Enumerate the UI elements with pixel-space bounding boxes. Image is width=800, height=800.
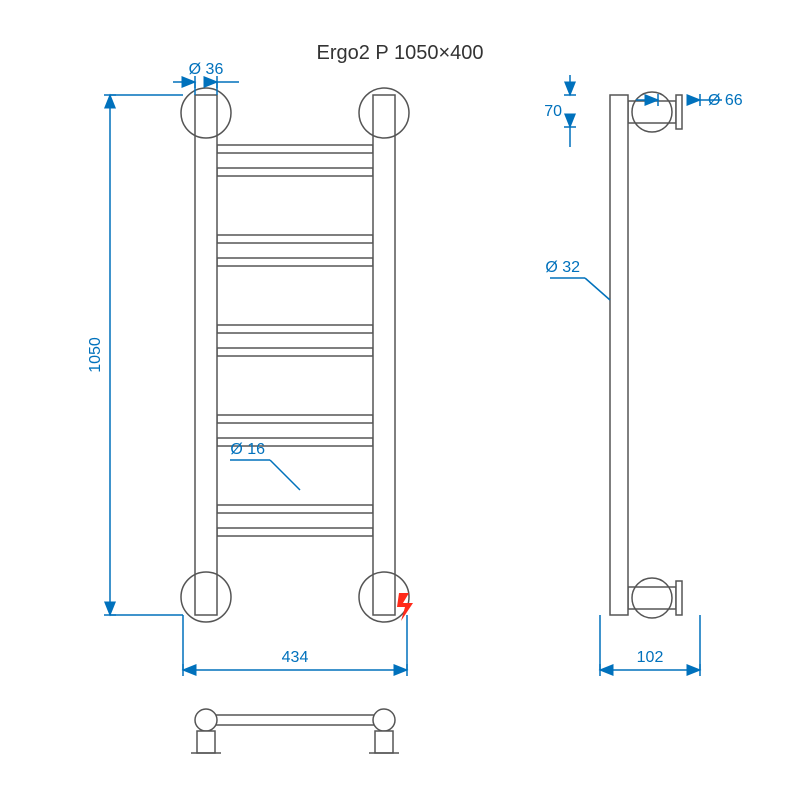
technical-drawing: Ø 36 1050 434 Ø 16 70 Ø 66 Ø 32 102 [0,0,800,800]
top-view [191,709,399,753]
svg-text:Ø 66: Ø 66 [708,92,743,109]
front-view [181,88,413,622]
svg-text:Ø 16: Ø 16 [230,441,265,458]
svg-text:70: 70 [544,103,562,120]
svg-text:Ø 36: Ø 36 [189,61,224,78]
svg-text:Ø 32: Ø 32 [545,259,580,276]
svg-text:102: 102 [637,649,664,666]
side-view [610,92,682,618]
svg-text:434: 434 [282,649,309,666]
svg-text:1050: 1050 [87,337,104,373]
